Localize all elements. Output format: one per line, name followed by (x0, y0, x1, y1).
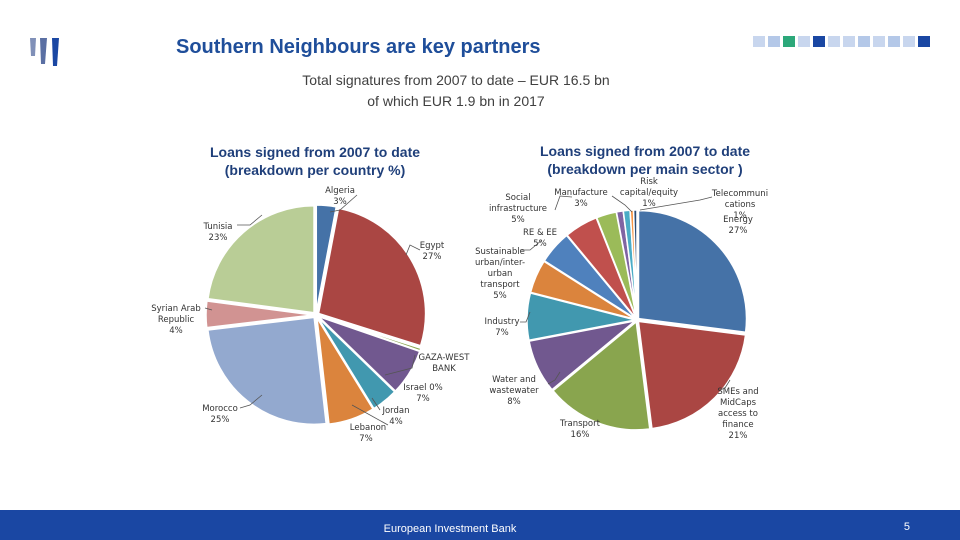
sector-leader-manufacture (554, 195, 573, 211)
sector-label-sustainable-urban-inter-urban-transport: Sustainable urban/inter-urban transport 5% (475, 247, 525, 301)
sector-chart-title-line-2: (breakdown per main sector ) (547, 161, 743, 177)
sector-chart-title: Loans signed from 2007 to date (breakdow… (500, 142, 790, 178)
sector-label-re-ee: RE & EE 5% (523, 228, 557, 249)
country-chart-title: Loans signed from 2007 to date (breakdow… (175, 143, 455, 179)
country-leader-gaza (384, 354, 416, 376)
sector-leader-industry (520, 311, 531, 323)
country-leader-jordan (371, 397, 381, 411)
page-number: 5 (903, 521, 910, 533)
country-chart-title-line-1: Loans signed from 2007 to date (209, 144, 421, 160)
country-leader-syria (204, 307, 213, 311)
sector-label-energy: Energy 27% (723, 215, 753, 236)
sector-slice-energy (637, 209, 748, 334)
country-leader-egypt (405, 244, 421, 256)
country-slice-algeria (315, 204, 338, 313)
country-label-algeria: Algeria 3% (325, 186, 355, 207)
country-leader-algeria (329, 194, 358, 213)
country-slice-lebanon (316, 317, 375, 425)
sector-label-risk-capital-equity: Risk capital/equity 1% (620, 177, 678, 209)
sector-leader-risk (611, 195, 633, 213)
country-slice-egypt (317, 207, 427, 347)
country-slice-morocco (207, 316, 327, 426)
sector-leader-water (547, 371, 561, 385)
sector-leader-sustainable (520, 239, 543, 251)
eib-logo-icon (28, 36, 68, 73)
sector-label-transport: Transport 16% (559, 419, 601, 440)
country-slice-tunisia (207, 204, 315, 314)
sector-label-social-infrastructure: Social infrastructure 5% (489, 193, 547, 225)
subtitle-line-2: of which EUR 1.9 bn in 2017 (367, 93, 545, 109)
country-label-morocco: Morocco 25% (202, 404, 238, 425)
sector-slice-smes-and-midcaps-access-to-finance (637, 320, 747, 430)
sector-label-industry: Industry 7% (485, 317, 520, 338)
sector-slice-transport (551, 320, 651, 431)
sector-label-water-and-wastewater: Water and wastewater 8% (489, 375, 539, 407)
country-pie (205, 204, 427, 426)
page-title: Southern Neighbours are key partners (176, 36, 541, 58)
sector-label-smes-and-midcaps-access-to-finance: SMEs and MidCaps access to finance 21% (717, 387, 758, 441)
country-label-lebanon: Lebanon (350, 423, 386, 433)
country-slice-syrian-arab-republic (205, 300, 314, 329)
footer-text: European Investment Bank (383, 523, 517, 535)
sector-label-manufacture: Manufacture 3% (554, 188, 607, 209)
sector-slice-industry (526, 292, 636, 342)
sector-label-telecommunications: Telecommuni cations 1% (711, 189, 768, 221)
country-label-israel: Israel 0% (403, 383, 442, 393)
country-label-gaza-west-bank: GAZA-WEST BANK (419, 353, 471, 374)
country-slice-jordan (317, 316, 396, 410)
country-leader-tunisia (237, 214, 263, 226)
country-leader-lebanon (351, 404, 389, 426)
country-label-jordan: Jordan (381, 406, 409, 416)
subtitle-line-1: Total signatures from 2007 to date – EUR… (302, 72, 610, 88)
country-chart-title-line-2: (breakdown per country %) (224, 162, 406, 178)
country-pct-israel: 7% (416, 394, 430, 404)
country-label-egypt: Egypt 27% (420, 241, 445, 262)
sector-chart-title-line-1: Loans signed from 2007 to date (539, 143, 751, 159)
country-leader-morocco (239, 394, 263, 409)
sector-slice-other2 (632, 209, 638, 319)
footer-bar: European Investment Bank 5 (0, 510, 960, 540)
country-label-syrian-arab-republic: Syrian Arab Republic 4% (151, 304, 201, 336)
sector-pie (526, 209, 748, 431)
country-pct-jordan: 4% (389, 417, 403, 427)
sector-slice-water-and-wastewater (528, 320, 636, 391)
country-label-tunisia: Tunisia 23% (202, 222, 232, 243)
sector-leader-telecom (639, 196, 713, 211)
decorative-squares (753, 36, 930, 47)
sector-leader-smes (719, 379, 731, 391)
country-pct-lebanon: 7% (359, 434, 373, 444)
